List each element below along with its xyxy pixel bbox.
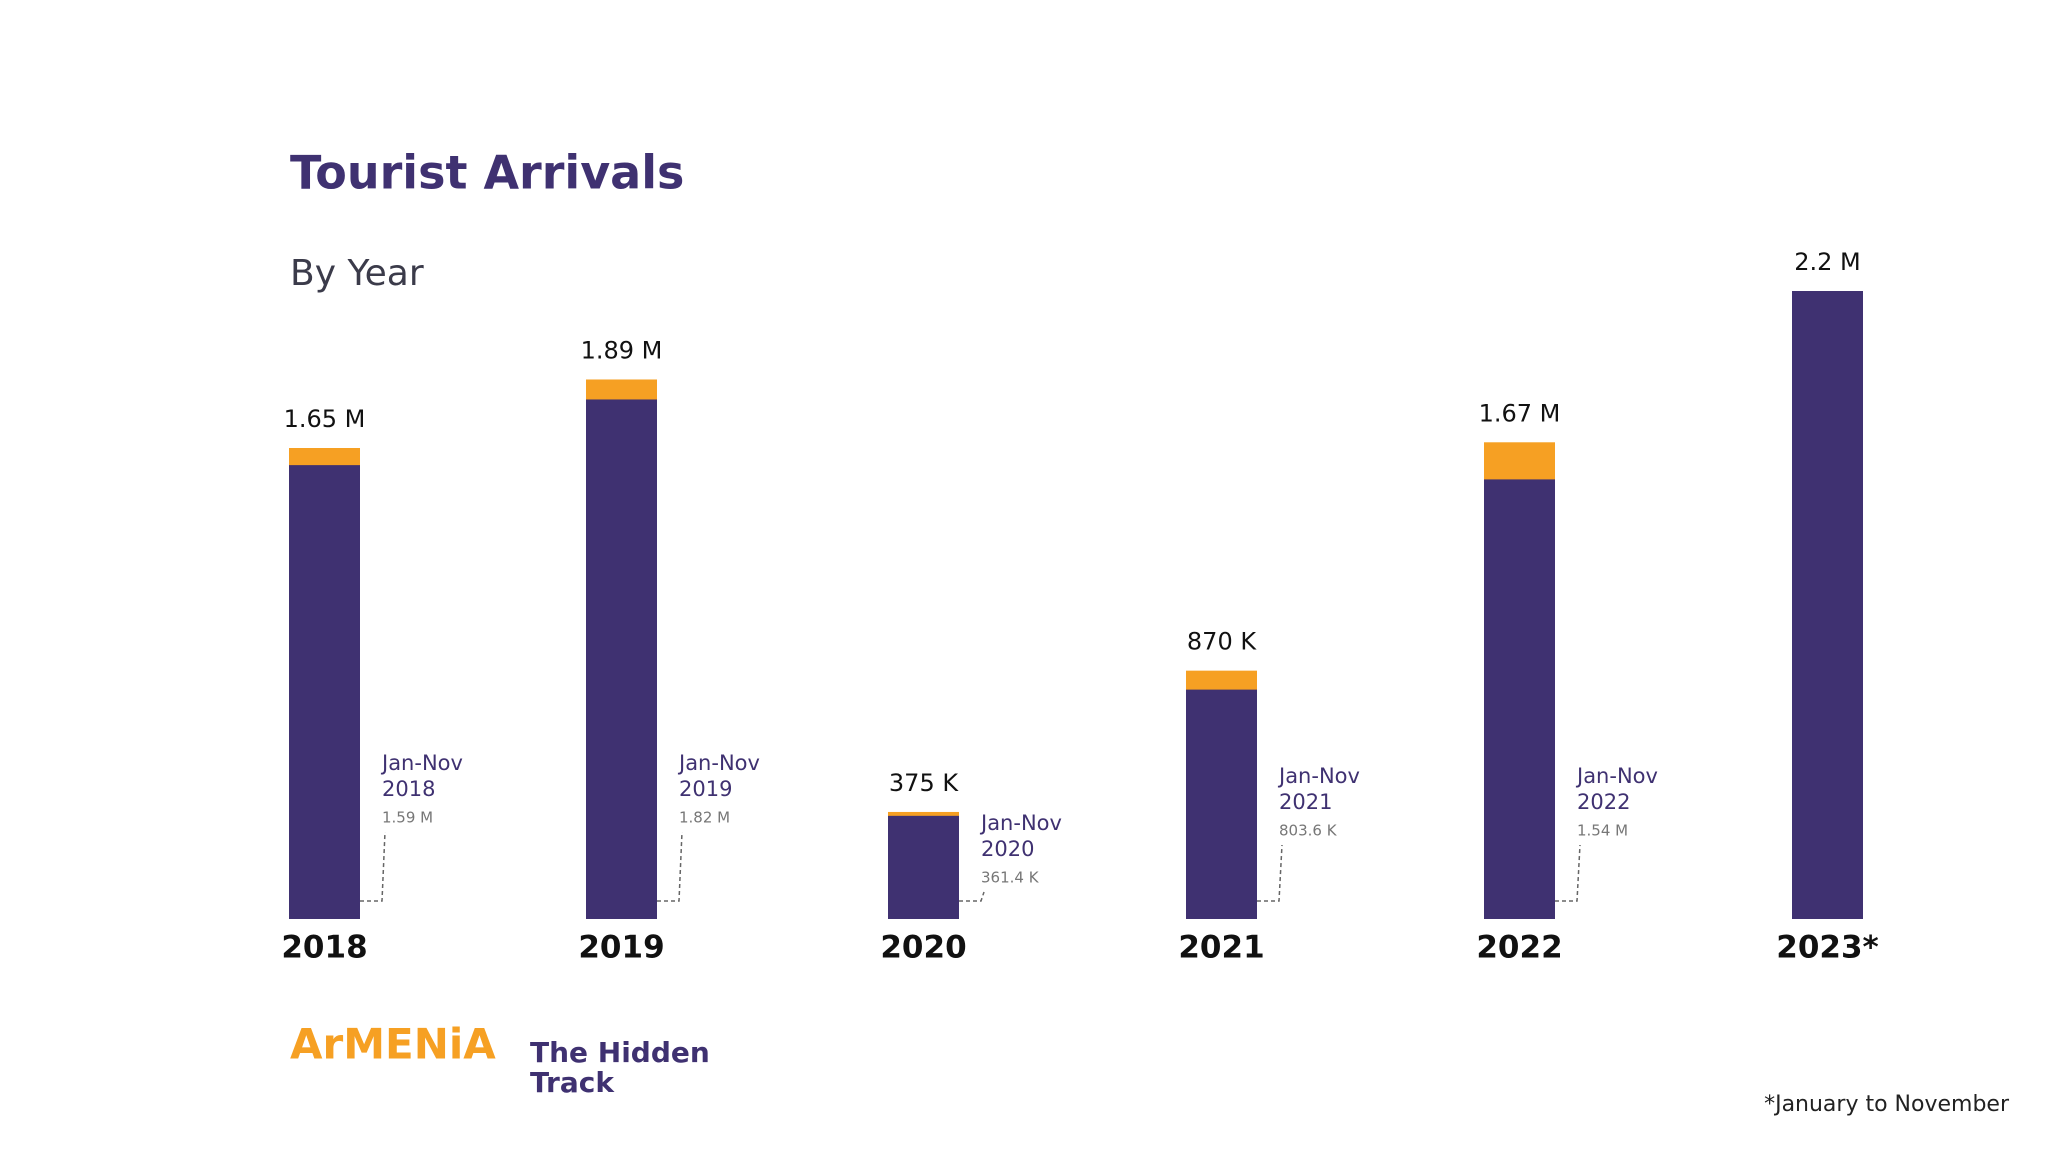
x-tick-label: 2023* — [1776, 930, 1879, 966]
bar — [1484, 479, 1555, 919]
annotation-value: 1.82 M — [679, 809, 730, 827]
logo-tagline: Track — [530, 1066, 615, 1099]
leader-line — [657, 831, 683, 902]
bar — [289, 465, 360, 919]
footnote: *January to November — [1764, 1092, 2010, 1117]
annotation-value: 361.4 K — [981, 869, 1040, 887]
logo-tagline: The Hidden — [530, 1036, 710, 1069]
bar — [888, 815, 959, 919]
value-label: 1.65 M — [284, 405, 366, 433]
leader-line — [1555, 844, 1581, 902]
annotation-label: Jan-Nov — [1277, 764, 1360, 788]
chart-subtitle: By Year — [290, 253, 424, 294]
x-tick-label: 2018 — [281, 930, 367, 966]
bar — [1792, 291, 1863, 919]
annotation-label: Jan-Nov — [979, 811, 1062, 835]
annotation-label: Jan-Nov — [380, 751, 463, 775]
bar — [1186, 689, 1257, 919]
annotation-value: 803.6 K — [1279, 822, 1338, 840]
chart-title: Tourist Arrivals — [290, 146, 684, 200]
bar — [586, 399, 657, 919]
x-tick-label: 2022 — [1476, 930, 1562, 966]
logo: ArMENiA — [290, 1020, 496, 1069]
x-tick-label: 2019 — [578, 930, 664, 966]
annotation-value: 1.54 M — [1577, 822, 1628, 840]
annotation-year: 2021 — [1279, 790, 1332, 814]
annotation-value: 1.59 M — [382, 809, 433, 827]
value-label: 375 K — [889, 769, 959, 797]
value-label: 2.2 M — [1794, 248, 1861, 276]
annotation-year: 2020 — [981, 837, 1034, 861]
x-tick-label: 2020 — [880, 930, 966, 966]
annotation-year: 2022 — [1577, 790, 1630, 814]
annotation-label: Jan-Nov — [1575, 764, 1658, 788]
value-label: 1.89 M — [581, 336, 663, 364]
annotation-year: 2018 — [382, 777, 435, 801]
value-label: 870 K — [1187, 628, 1257, 656]
annotation-label: Jan-Nov — [677, 751, 760, 775]
x-tick-label: 2021 — [1178, 930, 1264, 966]
annotation-year: 2019 — [679, 777, 732, 801]
leader-line — [360, 831, 386, 902]
leader-line — [959, 891, 985, 902]
value-label: 1.67 M — [1479, 399, 1561, 427]
leader-line — [1257, 844, 1283, 902]
